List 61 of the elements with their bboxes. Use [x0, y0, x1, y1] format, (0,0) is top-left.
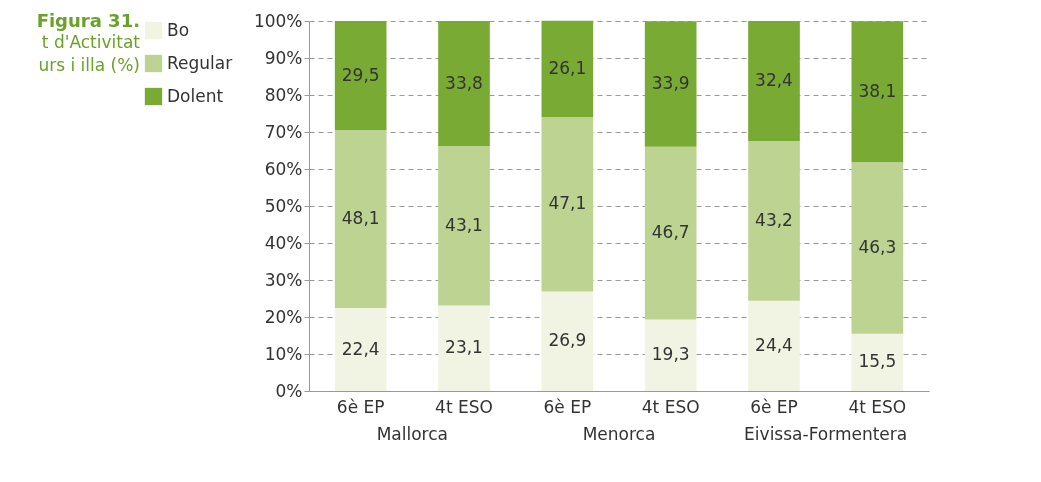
y-tick-label: 30%	[264, 269, 303, 290]
data-label: 15,5	[858, 351, 897, 372]
bar	[644, 319, 697, 391]
data-label: 23,1	[445, 337, 483, 358]
data-label: 38,1	[858, 80, 897, 101]
data-label: 43,1	[445, 214, 483, 235]
x-tick-label: 4t ESO	[641, 396, 700, 417]
bar	[334, 21, 387, 131]
x-tick-label: 6è EP	[336, 396, 385, 417]
y-tick-label: 100%	[253, 10, 303, 31]
x-tick-label: 6è EP	[750, 396, 798, 417]
bar	[334, 130, 387, 309]
bar	[851, 162, 904, 334]
x-tick-label: 4t ESO	[848, 396, 907, 417]
bar	[438, 21, 490, 147]
bar	[438, 146, 490, 306]
bar	[748, 21, 800, 141]
legend-label: Bo	[167, 19, 190, 40]
bar	[541, 20, 594, 118]
y-tick-label: 20%	[264, 306, 303, 327]
y-tick-label: 0%	[275, 380, 303, 401]
y-tick-label: 70%	[264, 121, 303, 142]
data-label: 46,3	[858, 236, 897, 257]
bar	[851, 21, 904, 163]
bar	[541, 117, 594, 292]
data-label: 33,9	[651, 73, 690, 94]
x-tick-label: 6è EP	[543, 396, 592, 417]
y-tick-label: 80%	[264, 84, 303, 105]
data-label: 26,9	[548, 330, 587, 351]
bar	[541, 291, 594, 391]
y-tick-label: 10%	[264, 343, 303, 364]
data-label: 26,1	[548, 57, 587, 78]
data-label: 24,4	[755, 334, 793, 355]
bar	[644, 21, 697, 147]
data-label: 43,2	[755, 209, 793, 230]
bar	[748, 140, 800, 301]
legend-label: Regular	[167, 52, 233, 73]
text: Figura 31.	[35, 10, 140, 31]
y-tick-label: 60%	[264, 158, 303, 179]
bar	[334, 308, 387, 391]
data-label: 47,1	[548, 193, 587, 214]
y-tick-label: 50%	[264, 195, 303, 216]
text: Mallorca	[376, 424, 448, 444]
data-label: 32,4	[755, 69, 793, 90]
text: Menorca	[582, 424, 656, 444]
x-tick-label: 4t ESO	[435, 396, 493, 417]
y-tick-label: 40%	[264, 232, 303, 253]
bar	[438, 305, 490, 391]
bar	[851, 333, 904, 391]
data-label: 22,4	[341, 338, 380, 359]
y-tick-label: 90%	[264, 47, 303, 68]
legend-label: Dolent	[167, 85, 224, 106]
text: t d'Activitat urs i illa (%)	[37, 31, 140, 77]
text: Eivissa-Formentera	[744, 424, 908, 444]
data-label: 19,3	[651, 344, 690, 365]
data-label: 48,1	[341, 208, 380, 229]
data-label: 29,5	[341, 64, 380, 85]
data-label: 46,7	[651, 222, 690, 243]
bar	[748, 300, 800, 391]
data-label: 33,8	[445, 72, 483, 93]
bar	[644, 146, 697, 320]
